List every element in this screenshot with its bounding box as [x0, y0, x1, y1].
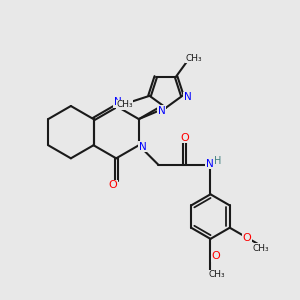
Text: O: O — [242, 233, 251, 243]
Text: O: O — [212, 251, 220, 261]
Text: N: N — [114, 98, 122, 107]
Text: N: N — [158, 106, 165, 116]
Text: O: O — [180, 133, 189, 143]
Text: N: N — [184, 92, 192, 102]
Text: H: H — [214, 156, 222, 166]
Text: CH₃: CH₃ — [208, 270, 225, 279]
Text: N: N — [206, 159, 214, 169]
Text: CH₃: CH₃ — [253, 244, 269, 253]
Text: CH₃: CH₃ — [116, 100, 133, 109]
Text: N: N — [139, 142, 146, 152]
Text: CH₃: CH₃ — [185, 54, 202, 63]
Text: O: O — [109, 180, 118, 190]
